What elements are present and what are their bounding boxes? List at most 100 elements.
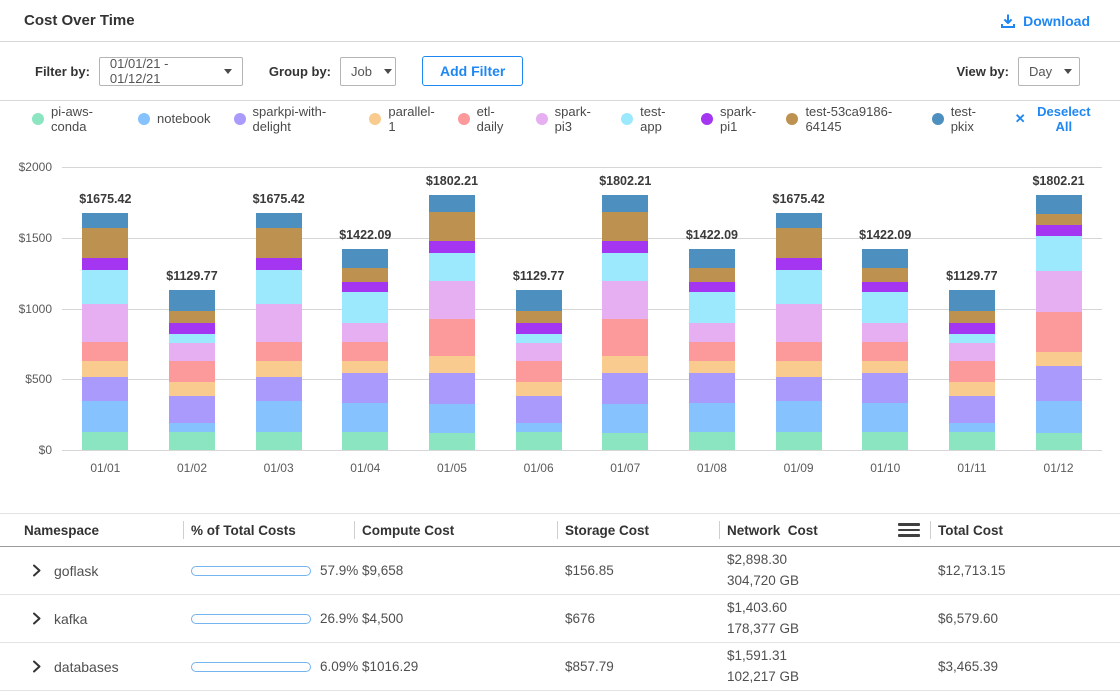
bar-segment-spark-pi1[interactable] xyxy=(948,323,995,334)
bar-segment-spark-pi1[interactable] xyxy=(862,281,909,292)
bar-segment-test-53ca9186-64145[interactable] xyxy=(775,228,822,258)
bar-segment-sparkpi-with-delight[interactable] xyxy=(602,372,649,405)
chart-bar[interactable]: $1802.21 xyxy=(599,167,651,450)
bar-segment-pi-aws-conda[interactable] xyxy=(602,432,649,450)
legend-item[interactable]: test-app xyxy=(621,104,678,134)
expand-row-button[interactable] xyxy=(30,612,43,625)
bar-segment-notebook[interactable] xyxy=(428,404,475,433)
bar-segment-parallel-1[interactable] xyxy=(515,381,562,397)
bar-segment-test-53ca9186-64145[interactable] xyxy=(255,228,302,258)
expand-row-button[interactable] xyxy=(30,660,43,673)
bar-segment-test-53ca9186-64145[interactable] xyxy=(1035,214,1082,225)
bar-segment-pi-aws-conda[interactable] xyxy=(168,431,215,450)
bar-segment-notebook[interactable] xyxy=(255,400,302,433)
legend-item[interactable]: test-pkix xyxy=(931,104,990,134)
chart-bar[interactable]: $1422.09 xyxy=(859,167,911,450)
bar-segment-pi-aws-conda[interactable] xyxy=(428,432,475,450)
chart-bar[interactable]: $1802.21 xyxy=(1032,167,1085,450)
bar-segment-spark-pi1[interactable] xyxy=(602,240,649,253)
bar-segment-parallel-1[interactable] xyxy=(688,361,735,374)
bar-segment-sparkpi-with-delight[interactable] xyxy=(775,376,822,401)
bar-segment-spark-pi3[interactable] xyxy=(862,323,909,343)
bar-segment-test-pkix[interactable] xyxy=(342,248,389,268)
table-row[interactable]: kafka 26.9% $4,500 $676 $1,403.60 178,377 GB $… xyxy=(0,595,1120,643)
bar-segment-test-app[interactable] xyxy=(775,269,822,305)
bar-segment-etl-daily[interactable] xyxy=(862,342,909,362)
bar-segment-parallel-1[interactable] xyxy=(428,355,475,373)
chart-bar[interactable]: $1422.09 xyxy=(686,167,738,450)
bar-segment-pi-aws-conda[interactable] xyxy=(775,432,822,450)
bar-segment-spark-pi3[interactable] xyxy=(688,323,735,343)
bar-segment-spark-pi1[interactable] xyxy=(1035,224,1082,236)
bar-segment-test-pkix[interactable] xyxy=(168,290,215,311)
bar-segment-notebook[interactable] xyxy=(1035,400,1082,434)
bar-segment-test-53ca9186-64145[interactable] xyxy=(862,267,909,282)
chart-bar[interactable]: $1129.77 xyxy=(166,167,218,450)
chart-bar[interactable]: $1802.21 xyxy=(426,167,478,450)
bar-segment-spark-pi3[interactable] xyxy=(82,304,129,343)
table-menu-icon[interactable] xyxy=(898,521,920,539)
chart-bar[interactable]: $1675.42 xyxy=(79,167,131,450)
bar-segment-test-53ca9186-64145[interactable] xyxy=(602,212,649,241)
bar-segment-spark-pi3[interactable] xyxy=(948,342,995,361)
legend-item[interactable]: pi-aws-conda xyxy=(32,104,115,134)
bar-segment-etl-daily[interactable] xyxy=(775,342,822,362)
deselect-all-button[interactable]: ✕ Deselect All xyxy=(1015,104,1096,134)
bar-segment-parallel-1[interactable] xyxy=(168,381,215,397)
bar-segment-test-53ca9186-64145[interactable] xyxy=(82,228,129,258)
bar-segment-test-app[interactable] xyxy=(255,269,302,305)
bar-segment-sparkpi-with-delight[interactable] xyxy=(428,372,475,405)
bar-segment-pi-aws-conda[interactable] xyxy=(255,432,302,450)
bar-segment-sparkpi-with-delight[interactable] xyxy=(82,376,129,401)
bar-segment-spark-pi1[interactable] xyxy=(168,323,215,334)
bar-segment-etl-daily[interactable] xyxy=(168,360,215,382)
bar-segment-notebook[interactable] xyxy=(168,422,215,432)
bar-segment-test-app[interactable] xyxy=(948,333,995,343)
bar-segment-notebook[interactable] xyxy=(688,402,735,433)
bar-segment-sparkpi-with-delight[interactable] xyxy=(688,373,735,403)
bar-segment-test-53ca9186-64145[interactable] xyxy=(515,310,562,324)
bar-segment-test-pkix[interactable] xyxy=(515,290,562,311)
expand-row-button[interactable] xyxy=(30,564,43,577)
bar-segment-test-pkix[interactable] xyxy=(862,248,909,268)
bar-segment-pi-aws-conda[interactable] xyxy=(862,432,909,450)
table-row[interactable]: goflask 57.9% $9,658 $156.85 $2,898.30 304,72… xyxy=(0,547,1120,595)
bar-segment-spark-pi3[interactable] xyxy=(775,304,822,343)
bar-segment-spark-pi3[interactable] xyxy=(342,323,389,343)
bar-segment-spark-pi1[interactable] xyxy=(342,281,389,292)
bar-segment-parallel-1[interactable] xyxy=(862,361,909,374)
bar-segment-notebook[interactable] xyxy=(948,422,995,432)
bar-segment-parallel-1[interactable] xyxy=(948,381,995,397)
bar-segment-notebook[interactable] xyxy=(775,400,822,433)
bar-segment-test-53ca9186-64145[interactable] xyxy=(168,310,215,324)
view-by-select[interactable]: Day xyxy=(1018,56,1080,86)
bar-segment-test-app[interactable] xyxy=(602,252,649,281)
legend-item[interactable]: sparkpi-with-delight xyxy=(233,104,347,134)
legend-item[interactable]: test-53ca9186-64145 xyxy=(786,104,908,134)
legend-item[interactable]: parallel-1 xyxy=(369,104,435,134)
bar-segment-spark-pi3[interactable] xyxy=(255,304,302,343)
bar-segment-spark-pi1[interactable] xyxy=(255,257,302,270)
bar-segment-sparkpi-with-delight[interactable] xyxy=(948,396,995,423)
chart-bar[interactable]: $1129.77 xyxy=(513,167,564,450)
bar-segment-test-pkix[interactable] xyxy=(1035,195,1082,215)
bar-segment-spark-pi1[interactable] xyxy=(688,281,735,292)
bar-segment-sparkpi-with-delight[interactable] xyxy=(168,396,215,423)
bar-segment-spark-pi3[interactable] xyxy=(515,342,562,361)
bar-segment-test-53ca9186-64145[interactable] xyxy=(342,267,389,282)
bar-segment-notebook[interactable] xyxy=(515,422,562,432)
bar-segment-parallel-1[interactable] xyxy=(602,355,649,373)
add-filter-button[interactable]: Add Filter xyxy=(422,56,524,86)
bar-segment-parallel-1[interactable] xyxy=(775,361,822,377)
bar-segment-test-app[interactable] xyxy=(82,269,129,305)
chart-bar[interactable]: $1422.09 xyxy=(339,167,391,450)
bar-segment-test-app[interactable] xyxy=(862,292,909,324)
bar-segment-spark-pi1[interactable] xyxy=(82,257,129,270)
bar-segment-test-pkix[interactable] xyxy=(82,213,129,229)
bar-segment-etl-daily[interactable] xyxy=(948,360,995,382)
bar-segment-pi-aws-conda[interactable] xyxy=(1035,433,1082,450)
bar-segment-parallel-1[interactable] xyxy=(1035,351,1082,366)
bar-segment-parallel-1[interactable] xyxy=(255,361,302,377)
bar-segment-sparkpi-with-delight[interactable] xyxy=(862,373,909,403)
bar-segment-pi-aws-conda[interactable] xyxy=(515,431,562,450)
